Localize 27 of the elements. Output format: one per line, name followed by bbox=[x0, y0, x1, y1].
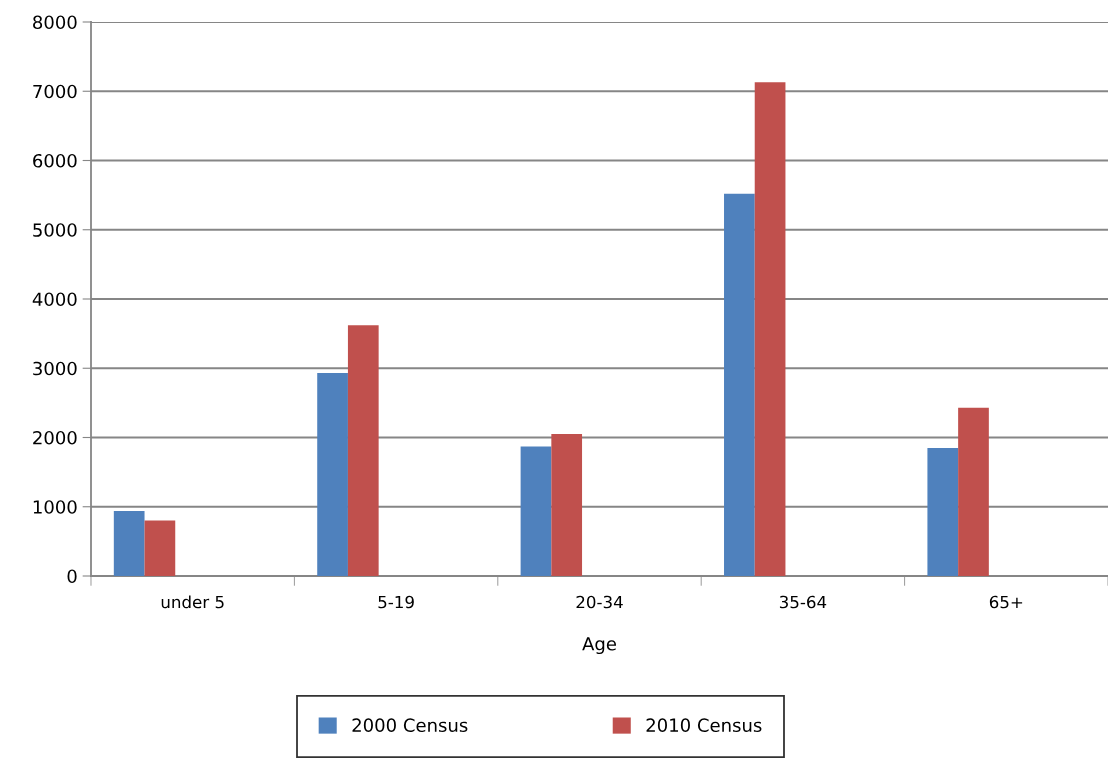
bar bbox=[144, 520, 176, 576]
bar bbox=[724, 193, 755, 576]
x-tick-label: 5-19 bbox=[378, 595, 414, 609]
y-tick-label: 0 bbox=[67, 569, 77, 584]
bar bbox=[551, 434, 583, 576]
y-tick-label: 5000 bbox=[33, 223, 77, 237]
y-tick-label: 7000 bbox=[33, 84, 77, 99]
bar bbox=[317, 373, 348, 576]
y-tick-label: 2000 bbox=[33, 430, 77, 445]
y-tick-label: 4000 bbox=[32, 292, 77, 307]
x-tick-label: under 5 bbox=[161, 595, 224, 609]
legend-label: 2010 Census bbox=[646, 718, 762, 733]
bar bbox=[754, 82, 786, 576]
bar bbox=[347, 325, 379, 576]
bar bbox=[520, 446, 552, 576]
x-tick-label: 65+ bbox=[989, 595, 1023, 609]
bar bbox=[958, 407, 989, 576]
y-tick-label: 1000 bbox=[33, 500, 77, 514]
y-tick-label: 6000 bbox=[33, 153, 77, 168]
legend-label: 2000 Census bbox=[352, 718, 468, 733]
x-tick-label: 35-64 bbox=[779, 595, 827, 609]
bar bbox=[927, 447, 959, 576]
y-tick-label: 3000 bbox=[33, 361, 77, 376]
bar bbox=[113, 510, 145, 576]
y-tick-label: 8000 bbox=[33, 15, 77, 30]
x-axis-title: Age bbox=[582, 637, 616, 655]
x-tick-label: 20-34 bbox=[576, 595, 623, 609]
